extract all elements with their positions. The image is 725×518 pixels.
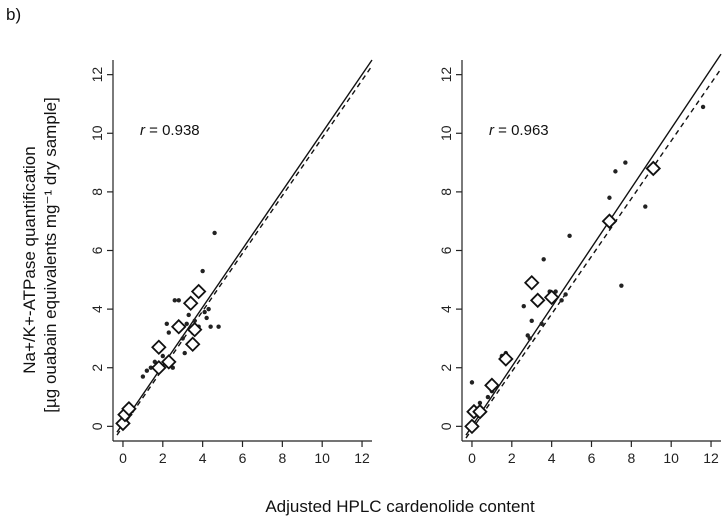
data-point <box>613 169 618 174</box>
panel-label: b) <box>6 5 21 24</box>
data-point <box>521 303 526 309</box>
y-tick-label: 4 <box>438 305 454 313</box>
y-tick-label: 0 <box>438 422 454 430</box>
data-point <box>192 318 197 324</box>
fit-line-dashed <box>465 68 722 439</box>
data-point <box>182 350 187 356</box>
fit-line-solid <box>465 53 722 436</box>
data-point <box>567 233 572 239</box>
x-tick-label: 2 <box>159 450 167 466</box>
data-point <box>184 321 189 326</box>
x-tick-label: 6 <box>588 450 596 466</box>
y-tick-label: 10 <box>438 125 454 141</box>
y-tick-label: 8 <box>438 188 454 196</box>
data-point <box>623 160 628 165</box>
data-point <box>477 400 483 406</box>
data-point <box>607 195 612 200</box>
diamond-marker <box>484 377 500 394</box>
data-point <box>212 230 217 236</box>
diamond-marker <box>182 295 199 312</box>
diamond-marker <box>151 359 167 376</box>
data-point <box>643 204 648 209</box>
correlation-value: = 0.938 <box>145 122 200 139</box>
data-point <box>140 374 146 379</box>
y-tick-label: 12 <box>438 67 454 83</box>
x-tick-label: 4 <box>548 450 556 466</box>
y-tick-label: 6 <box>438 246 454 254</box>
x-tick-label: 6 <box>239 450 247 466</box>
x-tick-label: 10 <box>314 450 330 466</box>
diamond-marker <box>184 336 201 353</box>
x-tick-label: 2 <box>508 450 516 466</box>
data-point <box>202 309 207 315</box>
correlation-symbol: r <box>140 122 146 139</box>
data-point <box>160 353 166 359</box>
diamond-marker <box>161 354 177 370</box>
x-tick-label: 4 <box>199 450 207 466</box>
correlation-symbol: r <box>489 122 495 139</box>
data-point <box>527 336 532 341</box>
diamond-marker <box>464 418 480 435</box>
diamond-marker <box>645 160 662 177</box>
y-axis-label-line1: Na+/K+-ATPase quantification <box>20 146 39 373</box>
data-point <box>164 321 169 326</box>
data-point <box>529 318 534 324</box>
y-tick-label: 6 <box>89 246 105 254</box>
diamond-marker <box>121 400 137 417</box>
diamond-marker <box>498 351 514 367</box>
x-tick-label: 8 <box>278 450 286 466</box>
y-tick-label: 8 <box>89 188 105 196</box>
x-axis-label: Adjusted HPLC cardenolide content <box>265 497 535 516</box>
x-tick-label: 8 <box>627 450 635 466</box>
x-tick-label: 10 <box>663 450 679 466</box>
diamond-marker <box>529 292 546 309</box>
data-point <box>200 268 205 274</box>
data-point <box>485 394 491 400</box>
correlation-annotation: r = 0.938 <box>140 122 200 139</box>
data-point <box>204 315 209 321</box>
data-point <box>539 321 544 326</box>
y-tick-label: 0 <box>89 422 105 430</box>
y-tick-label: 4 <box>89 305 105 313</box>
data-point <box>208 324 213 329</box>
x-tick-label: 0 <box>468 450 476 466</box>
y-tick-label: 2 <box>438 364 454 372</box>
data-point <box>144 368 150 373</box>
correlation-value: = 0.963 <box>494 122 549 139</box>
correlation-annotation: r = 0.963 <box>489 122 549 139</box>
x-tick-label: 12 <box>354 450 370 466</box>
scatter-panel-right: 0 2 4 6 8 10 12 0 2 4 6 8 10 12 r = 0.963 <box>438 53 722 466</box>
data-point <box>148 365 154 370</box>
y-tick-label: 2 <box>89 364 105 372</box>
diamond-marker <box>190 283 207 300</box>
data-point <box>559 298 564 303</box>
data-point <box>469 380 475 385</box>
diamond-marker <box>523 274 540 291</box>
x-tick-label: 12 <box>703 450 719 466</box>
diamond-marker <box>151 339 167 355</box>
y-tick-label: 10 <box>89 125 105 141</box>
diamond-marker <box>186 321 203 338</box>
data-point <box>186 312 191 318</box>
data-point <box>541 257 546 262</box>
y-tick-label: 12 <box>89 67 105 83</box>
diamond-marker <box>543 289 560 306</box>
data-point <box>563 292 568 297</box>
diamond-marker <box>170 318 187 335</box>
data-point <box>216 324 221 329</box>
diamond-marker <box>472 403 488 420</box>
x-tick-label: 0 <box>119 450 127 466</box>
data-point <box>180 336 185 341</box>
data-point <box>206 306 211 312</box>
y-axis-label-line2: [µg ouabain equivalents mg⁻¹ dry sample] <box>41 97 60 413</box>
fit-line-solid <box>116 59 373 433</box>
diamond-marker <box>601 213 618 229</box>
data-point <box>176 298 181 303</box>
scatter-panel-left: 0 2 4 6 8 10 12 0 2 4 6 8 10 12 r = 0.938 <box>89 59 373 466</box>
data-point <box>172 298 177 303</box>
data-point <box>166 330 171 335</box>
data-point <box>619 283 624 288</box>
data-point <box>700 104 706 110</box>
